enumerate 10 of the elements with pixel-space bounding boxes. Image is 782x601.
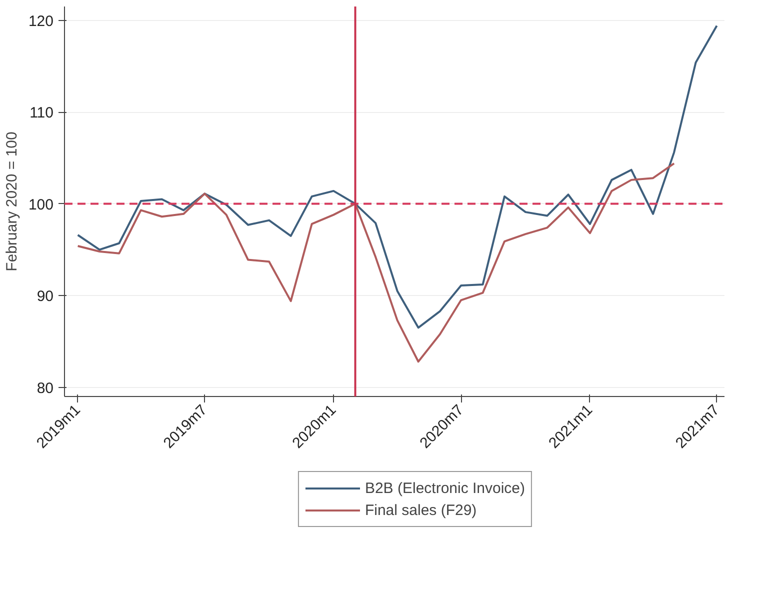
legend-label: Final sales (F29) — [364, 502, 477, 518]
y-tick-label: 110 — [30, 104, 54, 122]
legend-label: B2B (Electronic Invoice) — [364, 480, 526, 496]
y-tick-label: 120 — [28, 12, 54, 30]
line-series — [76, 162, 676, 363]
y-tick-label: 80 — [36, 380, 54, 397]
y-axis-title: February 2020 = 100 — [3, 132, 20, 272]
line-series — [76, 24, 718, 329]
y-tick-label: 100 — [28, 196, 54, 214]
y-tick-label: 90 — [36, 288, 54, 306]
